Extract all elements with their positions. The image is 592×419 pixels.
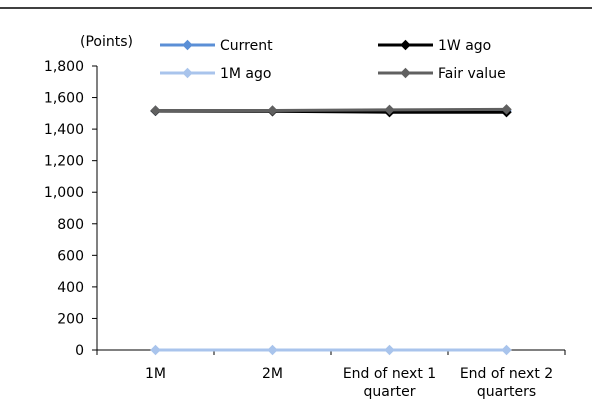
series-1m-ago xyxy=(150,344,512,356)
y-tick-label: 1,800 xyxy=(44,59,84,75)
data-point-fair-value xyxy=(150,105,161,116)
legend-marker-fair-value xyxy=(400,67,411,79)
x-tick-label: 1M xyxy=(145,366,166,382)
x-tick-label-line: 2M xyxy=(262,366,283,382)
y-tick-label: 1,000 xyxy=(44,185,84,201)
legend-marker-current xyxy=(182,39,193,51)
series-lines xyxy=(150,104,512,356)
legend-label-1w-ago: 1W ago xyxy=(438,38,491,54)
y-tick-label: 0 xyxy=(75,343,84,359)
y-tick-label: 200 xyxy=(57,311,84,327)
legend-item-1m-ago: 1M ago xyxy=(160,66,271,82)
y-tick-label: 1,200 xyxy=(44,154,84,170)
x-tick-label-line: quarter xyxy=(364,384,416,400)
data-point-fair-value xyxy=(267,105,278,116)
legend-marker-1w-ago xyxy=(400,39,411,51)
data-point-1m-ago xyxy=(150,344,161,356)
data-point-1m-ago xyxy=(267,344,278,356)
legend-label-1m-ago: 1M ago xyxy=(220,66,271,82)
y-tick-label: 600 xyxy=(57,248,84,264)
legend: Current 1W ago 1M ago Fair value xyxy=(160,38,506,82)
y-tick-label: 1,600 xyxy=(44,91,84,107)
data-point-fair-value xyxy=(501,104,512,115)
y-unit-label: (Points) xyxy=(80,34,133,50)
y-tick-label: 1,400 xyxy=(44,122,84,138)
series-fair-value xyxy=(150,104,512,116)
x-tick-label: 2M xyxy=(262,366,283,382)
legend-item-current: Current xyxy=(160,38,273,54)
axes: 0 200 400 600 800 1,000 1,200 1,400 1,600 1,800 1M… xyxy=(44,59,566,400)
x-tick-label: End of next 1 quarter xyxy=(343,366,436,400)
data-point-fair-value xyxy=(384,104,395,116)
data-point-1m-ago xyxy=(384,344,395,356)
legend-marker-1m-ago xyxy=(182,67,193,79)
series-line-fair-value xyxy=(155,107,507,112)
y-tick-label: 800 xyxy=(57,217,84,233)
x-tick-label-line: End of next 1 xyxy=(343,366,436,382)
y-tick-label: 400 xyxy=(57,280,84,296)
legend-label-current: Current xyxy=(220,38,273,54)
legend-item-fair-value: Fair value xyxy=(378,66,506,82)
legend-item-1w-ago: 1W ago xyxy=(378,38,491,54)
x-tick-label-line: quarters xyxy=(477,384,536,400)
x-tick-label-line: End of next 2 xyxy=(460,366,553,382)
x-tick-label: End of next 2 quarters xyxy=(460,366,553,400)
legend-label-fair-value: Fair value xyxy=(438,66,506,82)
data-point-1m-ago xyxy=(501,344,512,356)
x-tick-label-line: 1M xyxy=(145,366,166,382)
